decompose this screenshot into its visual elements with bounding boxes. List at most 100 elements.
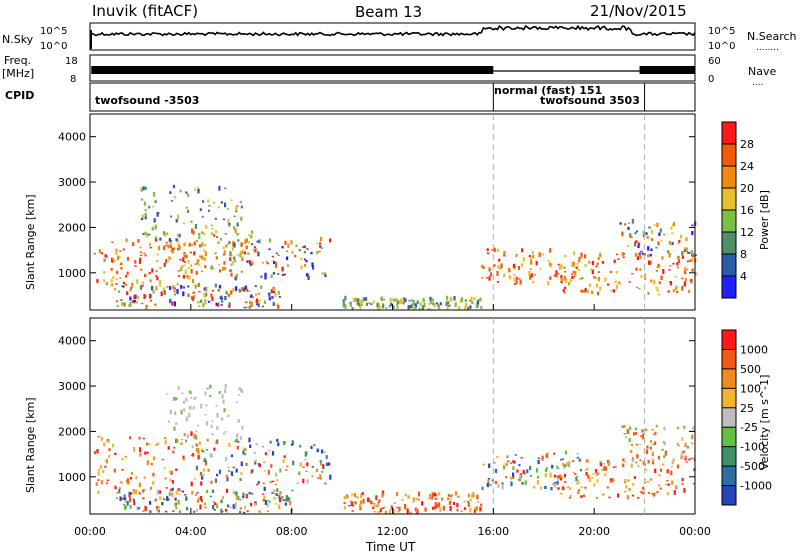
time-axis: 00:00 04:00 08:00 12:00 16:00 20:00 00:00 <box>74 304 711 538</box>
data-cell <box>553 274 556 277</box>
data-cell <box>436 302 439 305</box>
data-cell <box>254 459 257 463</box>
data-cell <box>154 498 157 502</box>
data-cell <box>681 482 684 486</box>
data-cell <box>177 499 180 505</box>
data-cell <box>200 496 203 501</box>
data-cell <box>624 481 627 484</box>
data-cell <box>574 266 577 269</box>
data-cell <box>378 499 381 502</box>
data-cell <box>320 237 323 242</box>
data-cell <box>263 470 266 472</box>
data-cell <box>575 266 579 270</box>
data-cell <box>148 205 151 209</box>
data-cell <box>237 419 240 423</box>
data-cell <box>104 254 107 258</box>
data-cell <box>555 273 558 278</box>
data-cell <box>245 245 248 250</box>
data-cell <box>311 474 314 478</box>
data-cell <box>302 466 305 469</box>
data-cell <box>128 304 131 308</box>
data-cell <box>207 300 211 303</box>
data-cell <box>203 502 206 505</box>
data-cell <box>211 420 214 422</box>
data-cell <box>502 465 506 470</box>
data-cell <box>226 476 229 482</box>
data-cell <box>615 284 618 290</box>
data-cell <box>489 483 492 487</box>
data-cell <box>215 256 218 260</box>
data-cell <box>165 244 168 247</box>
data-cell <box>595 497 598 500</box>
data-cell <box>215 230 218 233</box>
data-cell <box>149 501 152 505</box>
data-cell <box>242 492 245 495</box>
data-cell <box>166 498 169 501</box>
data-cell <box>106 479 109 482</box>
data-cell <box>577 490 580 494</box>
data-cell <box>165 259 168 264</box>
data-cell <box>243 287 246 292</box>
data-cell <box>128 491 131 497</box>
data-cell <box>122 281 125 285</box>
data-cell <box>284 502 287 506</box>
data-cell <box>210 480 213 484</box>
data-cell <box>118 488 121 494</box>
data-cell <box>182 286 185 289</box>
data-cell <box>544 473 547 478</box>
data-cell <box>545 467 548 471</box>
data-cell <box>134 302 137 304</box>
data-cell <box>194 284 197 289</box>
data-cell <box>266 510 270 512</box>
data-cell <box>318 250 321 253</box>
data-cell <box>493 247 496 252</box>
colorbar-swatch <box>722 407 736 428</box>
data-cell <box>524 472 527 475</box>
data-cell <box>284 441 287 444</box>
data-cell <box>169 286 172 290</box>
data-cell <box>306 462 309 467</box>
data-cell <box>111 258 115 260</box>
data-cell <box>684 442 687 448</box>
data-cell <box>584 254 587 259</box>
data-cell <box>123 494 126 498</box>
data-cell <box>570 273 574 275</box>
data-cell <box>242 447 245 452</box>
data-cell <box>639 255 642 259</box>
data-cell <box>258 511 261 513</box>
data-cell <box>216 473 219 477</box>
colorbar-tick-label: 24 <box>740 160 754 173</box>
data-cell <box>686 445 690 449</box>
data-cell <box>683 488 686 493</box>
data-cell <box>552 482 555 486</box>
data-cell <box>213 233 216 237</box>
data-cell <box>639 443 642 446</box>
data-cell <box>645 232 648 235</box>
data-cell <box>270 464 273 468</box>
data-cell <box>206 438 209 442</box>
data-cell <box>641 252 644 255</box>
data-cell <box>319 462 323 466</box>
data-cell <box>180 410 183 412</box>
data-cell <box>111 444 115 448</box>
data-cell <box>220 508 223 513</box>
data-cell <box>144 274 147 276</box>
data-cell <box>245 238 248 243</box>
data-cell <box>136 279 139 284</box>
data-cell <box>107 439 110 443</box>
data-cell <box>208 204 211 207</box>
data-cell <box>463 507 467 510</box>
data-cell <box>313 444 316 447</box>
data-cell <box>663 426 666 431</box>
data-cell <box>144 254 147 257</box>
data-cell <box>399 300 402 305</box>
data-cell <box>675 285 678 289</box>
data-cell <box>417 491 421 497</box>
data-cell <box>651 428 654 431</box>
data-cell <box>163 245 166 250</box>
data-cell <box>246 510 249 513</box>
velocity-panel-frame <box>89 317 696 515</box>
data-cell <box>126 256 130 261</box>
data-cell <box>156 509 159 513</box>
data-cell <box>624 461 627 463</box>
